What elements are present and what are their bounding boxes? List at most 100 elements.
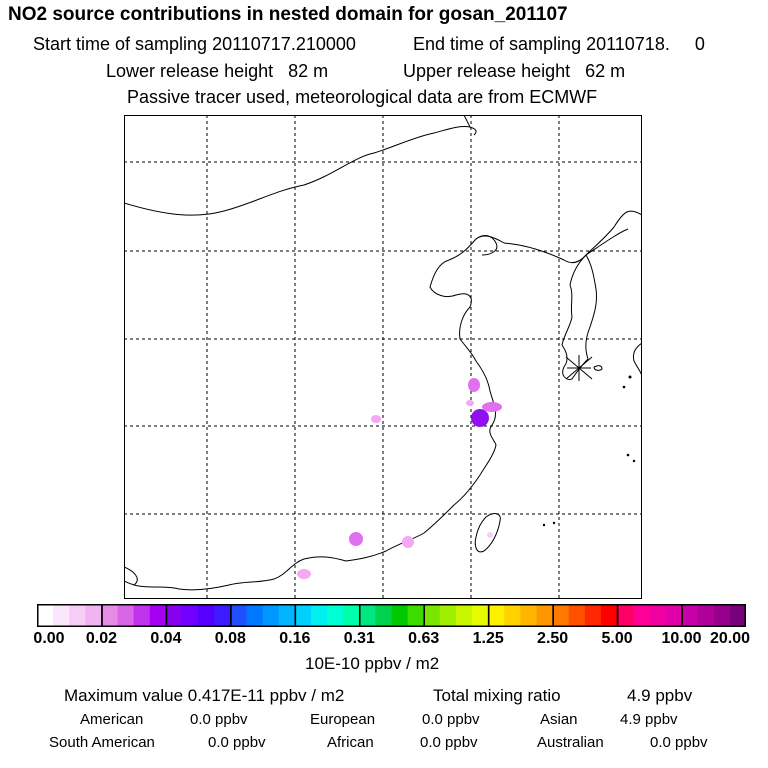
colorbar-cell bbox=[455, 604, 473, 627]
colorbar-cell bbox=[649, 604, 666, 627]
american-label: American bbox=[80, 711, 144, 728]
colorbar-cell bbox=[536, 604, 554, 627]
island bbox=[628, 375, 632, 379]
small-islands bbox=[542, 375, 636, 527]
page-title: NO2 source contributions in nested domai… bbox=[8, 4, 568, 25]
colorbar-cell bbox=[230, 604, 247, 627]
colorbar-tick-label: 0.04 bbox=[150, 630, 182, 647]
contribution-patch bbox=[349, 532, 363, 546]
colorbar-units: 10E-10 ppbv / m2 bbox=[305, 654, 440, 673]
contribution-patch bbox=[371, 415, 381, 423]
colorbar-cell bbox=[407, 604, 425, 627]
contribution-patch bbox=[468, 378, 480, 392]
lower-release-height: Lower release height 82 m bbox=[106, 61, 329, 81]
colorbar-cell bbox=[198, 604, 215, 627]
european-label: European bbox=[310, 711, 376, 728]
colorbar-cell bbox=[488, 604, 505, 627]
colorbar-cell bbox=[617, 604, 634, 627]
colorbar-cell bbox=[327, 604, 344, 627]
island bbox=[622, 385, 626, 389]
korea-east-coast bbox=[585, 228, 629, 256]
maximum-value: Maximum value 0.417E-11 ppbv / m2 bbox=[64, 686, 345, 705]
colorbar-cell bbox=[568, 604, 586, 627]
island bbox=[542, 523, 546, 527]
american-value: 0.0 ppbv bbox=[190, 711, 248, 728]
contribution-patch bbox=[297, 569, 311, 579]
asian-value: 4.9 ppbv bbox=[620, 711, 678, 728]
map-panel bbox=[124, 115, 642, 599]
australian-value: 0.0 ppbv bbox=[650, 734, 708, 751]
colorbar-cell bbox=[101, 604, 119, 627]
japan-kyushu-coast bbox=[633, 342, 642, 378]
island bbox=[552, 521, 556, 525]
contribution-patch bbox=[471, 409, 489, 427]
colorbar-cell bbox=[584, 604, 602, 627]
colorbar-tick-label: 0.16 bbox=[279, 630, 311, 647]
colorbar-cell bbox=[552, 604, 570, 627]
contribution-patch bbox=[402, 536, 414, 548]
african-label: African bbox=[327, 734, 374, 751]
upper-release-height: Upper release height 62 m bbox=[403, 61, 626, 81]
colorbar-cell bbox=[439, 604, 457, 627]
colorbar-tick-label: 0.02 bbox=[85, 630, 118, 647]
colorbar-cell bbox=[165, 604, 183, 627]
colorbar-cell bbox=[665, 604, 683, 627]
source-contribution-field bbox=[297, 378, 502, 579]
coastlines bbox=[124, 115, 642, 591]
contribution-patch bbox=[487, 532, 493, 538]
island bbox=[632, 459, 636, 463]
northeast-border bbox=[469, 126, 477, 136]
colorbar-cell bbox=[697, 604, 715, 627]
colorbar-cell bbox=[117, 604, 135, 627]
bohai-coast bbox=[124, 235, 505, 591]
colorbar-cell bbox=[713, 604, 731, 627]
colorbar-tick-label: 0.63 bbox=[408, 630, 440, 647]
african-value: 0.0 ppbv bbox=[420, 734, 478, 751]
colorbar-cell bbox=[310, 604, 328, 627]
colorbar-cell bbox=[391, 604, 409, 627]
colorbar-cell bbox=[278, 604, 296, 627]
contribution-patch bbox=[482, 402, 502, 412]
colorbar-cell bbox=[520, 604, 538, 627]
island bbox=[626, 453, 630, 457]
colorbar-cell bbox=[262, 604, 280, 627]
european-value: 0.0 ppbv bbox=[422, 711, 480, 728]
colorbar-cell bbox=[294, 604, 312, 627]
colorbar-border bbox=[37, 604, 746, 627]
liaodong-peninsula bbox=[475, 235, 498, 256]
colorbar-tick-label: 0.00 bbox=[33, 630, 65, 647]
colorbar bbox=[37, 604, 746, 627]
asian-label: Asian bbox=[540, 711, 578, 728]
sampling-start: Start time of sampling 20110717.210000 bbox=[33, 34, 356, 54]
colorbar-cell bbox=[149, 604, 167, 627]
total-mixing-ratio-value: 4.9 ppbv bbox=[627, 686, 693, 705]
colorbar-tick-label: 1.25 bbox=[472, 630, 504, 647]
northern-border bbox=[124, 115, 471, 216]
lat-lon-grid bbox=[124, 115, 642, 599]
gosan-receptor-star-icon bbox=[565, 355, 593, 381]
colorbar-cell bbox=[423, 604, 441, 627]
colorbar-cells bbox=[37, 604, 746, 627]
colorbar-cell bbox=[69, 604, 86, 627]
colorbar-cell bbox=[633, 604, 650, 627]
colorbar-tick-label: 2.50 bbox=[537, 630, 569, 647]
colorbar-cell bbox=[729, 604, 746, 627]
australian-label: Australian bbox=[537, 734, 604, 751]
contribution-patch bbox=[466, 400, 474, 406]
colorbar-cell bbox=[133, 604, 151, 627]
taiwan bbox=[474, 513, 501, 553]
sampling-end: End time of sampling 20110718. 0 bbox=[413, 34, 705, 54]
colorbar-tick-label: 5.00 bbox=[601, 630, 633, 647]
colorbar-cell bbox=[85, 604, 102, 627]
colorbar-cell bbox=[343, 604, 360, 627]
total-mixing-ratio-label: Total mixing ratio bbox=[433, 686, 561, 705]
colorbar-cell bbox=[246, 604, 264, 627]
colorbar-cell bbox=[472, 604, 489, 627]
colorbar-cell bbox=[375, 604, 392, 627]
korean-peninsula bbox=[561, 254, 597, 380]
colorbar-cell bbox=[600, 604, 618, 627]
colorbar-tick-label: 0.31 bbox=[343, 630, 375, 647]
colorbar-cell bbox=[53, 604, 70, 627]
south-american-value: 0.0 ppbv bbox=[208, 734, 266, 751]
colorbar-cell bbox=[182, 604, 199, 627]
